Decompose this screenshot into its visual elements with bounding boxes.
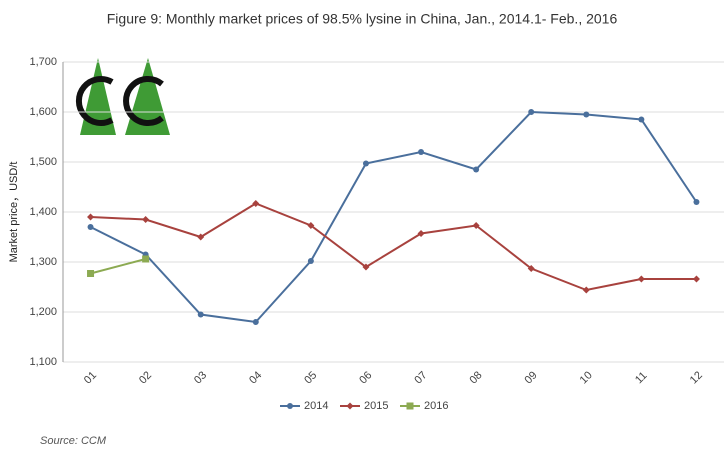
point [693, 199, 700, 205]
point [472, 222, 480, 229]
point [142, 255, 150, 263]
y-axis-label: Market price，USD/t [8, 162, 20, 263]
x-tick-label: 12 [688, 369, 705, 386]
point [527, 265, 535, 272]
point [473, 166, 480, 173]
y-tick-label: 1,300 [29, 256, 57, 268]
point [287, 403, 293, 409]
point [87, 213, 95, 221]
x-tick-label: 09 [523, 369, 540, 386]
y-tick-label: 1,600 [29, 106, 57, 118]
point [87, 224, 94, 230]
legend-label: 2016 [424, 400, 448, 412]
series-line [90, 110, 698, 324]
x-tick-label: 01 [82, 369, 99, 386]
x-tick-label: 04 [247, 369, 264, 386]
y-tick-label: 1,700 [29, 56, 57, 68]
point [582, 286, 590, 294]
point [692, 275, 700, 283]
x-tick-label: 03 [192, 369, 209, 386]
y-tick-label: 1,500 [29, 156, 57, 168]
x-tick-label: 05 [302, 369, 319, 386]
x-tick-label: 10 [578, 369, 595, 386]
point [637, 275, 645, 283]
y-tick-label: 1,200 [29, 306, 57, 318]
series-line [90, 202, 697, 292]
point [307, 222, 315, 229]
point [252, 200, 260, 207]
point [417, 230, 425, 237]
point [252, 319, 259, 325]
point [142, 216, 150, 223]
x-tick-label: 07 [412, 369, 429, 386]
y-tick-label: 1,100 [29, 356, 57, 368]
x-tick-label: 08 [467, 369, 484, 386]
x-tick-label: 11 [633, 370, 650, 387]
point [307, 258, 314, 264]
x-tick-label: 02 [137, 369, 154, 386]
legend-label: 2014 [304, 400, 328, 412]
series-line [90, 258, 146, 275]
point [346, 402, 354, 410]
x-tick-label: 06 [357, 369, 374, 386]
point [197, 311, 204, 318]
point [638, 116, 645, 123]
point [362, 263, 370, 271]
point [418, 149, 425, 155]
point [528, 109, 535, 115]
point [362, 160, 369, 167]
point [583, 111, 590, 118]
point [87, 270, 95, 277]
chart-title: Figure 9: Monthly market prices of 98.5%… [107, 11, 618, 27]
point [406, 402, 414, 410]
point [197, 233, 205, 241]
logo [75, 58, 170, 135]
y-tick-label: 1,400 [29, 206, 57, 218]
legend-label: 2015 [364, 400, 388, 412]
source: Source: CCM [40, 435, 107, 447]
